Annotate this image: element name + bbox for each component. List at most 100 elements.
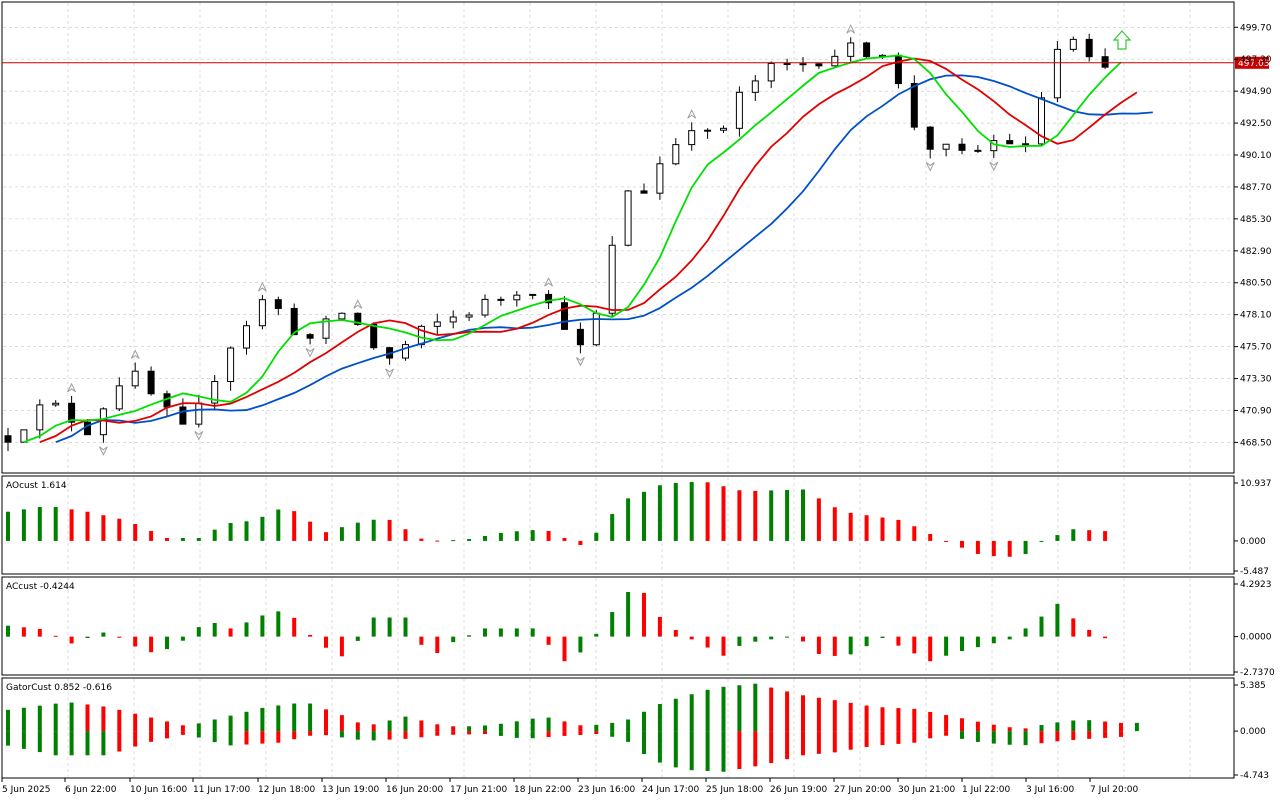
ac-bar xyxy=(483,628,487,637)
time-tick-label: 18 Jun 22:00 xyxy=(514,785,571,795)
time-axis: 5 Jun 2025 6 Jun 22:00 10 Jun 16:00 11 Jun … xyxy=(1,778,1139,795)
gator-upper-bar xyxy=(578,725,583,732)
gator-upper-bar xyxy=(85,704,90,732)
axis-tick-label: 0.000 xyxy=(1240,727,1266,737)
ao-bar xyxy=(292,511,297,541)
ao-bar xyxy=(196,538,201,541)
gator-lower-bar xyxy=(912,731,917,743)
ao-bar xyxy=(37,507,42,541)
ao-bar xyxy=(610,514,615,541)
ac-panel[interactable] xyxy=(1,576,1235,676)
gator-upper-bar xyxy=(562,721,567,732)
ao-histogram xyxy=(6,482,1108,557)
gator-upper-bar xyxy=(960,718,964,732)
gator-lower-bar xyxy=(928,731,933,739)
ao-bar xyxy=(546,530,551,541)
ac-bar xyxy=(37,628,42,637)
ao-bar xyxy=(578,540,583,546)
gator-title: GatorCust 0.852 -0.616 xyxy=(6,683,112,693)
ao-bar xyxy=(355,522,360,541)
candle-body xyxy=(545,293,553,304)
gator-lower-bar xyxy=(339,731,344,738)
axis-tick-label: 10.937 xyxy=(1240,479,1272,489)
ac-bar xyxy=(944,636,949,656)
ac-bar xyxy=(1087,629,1092,637)
fractal-down-icon xyxy=(925,162,935,172)
gator-upper-bar xyxy=(37,705,42,732)
candle-body xyxy=(624,190,632,246)
ac-bar xyxy=(610,612,615,637)
time-tick-label: 12 Jun 18:00 xyxy=(258,785,315,795)
ao-bar xyxy=(928,533,933,541)
gator-upper-bar xyxy=(610,722,615,732)
gator-upper-bar xyxy=(530,718,535,732)
gator-upper-bar xyxy=(308,703,313,732)
ac-bar xyxy=(816,636,821,654)
ao-bar xyxy=(1007,540,1012,557)
candle-body xyxy=(433,321,441,327)
candle-body xyxy=(608,244,616,314)
candle-body xyxy=(592,312,600,346)
gator-lower-bar xyxy=(498,731,503,736)
ao-bar xyxy=(308,521,313,541)
gator-upper-bar xyxy=(689,694,694,732)
ao-title: AOcust 1.614 xyxy=(6,481,67,491)
gator-upper-bar xyxy=(642,711,646,732)
ao-bar xyxy=(117,518,122,541)
candle-body xyxy=(481,298,489,316)
gator-lower-bar xyxy=(212,731,217,743)
ao-bar xyxy=(721,486,726,541)
gator-panel[interactable] xyxy=(1,677,1235,779)
gator-lower-bar xyxy=(308,731,313,736)
time-tick-label: 16 Jun 20:00 xyxy=(386,785,443,795)
candle-body xyxy=(1053,48,1061,99)
gator-lower-bar xyxy=(880,731,885,746)
ao-bar xyxy=(1023,540,1028,555)
gator-upper-bar xyxy=(944,715,949,732)
ac-bar xyxy=(244,622,249,637)
price-axis: 499.70 497.30 494.90 492.50 490.10 487.70 485.… xyxy=(1234,23,1272,448)
ao-bar xyxy=(769,490,774,541)
ao-bar xyxy=(944,540,949,542)
gator-upper-bar xyxy=(896,708,901,732)
ac-bar xyxy=(212,622,217,637)
fractal-down-icon xyxy=(194,431,204,441)
fractal-up-icon xyxy=(257,281,267,292)
gator-lower-bar xyxy=(419,731,424,738)
ac-bar xyxy=(864,636,869,647)
ao-bar xyxy=(848,512,853,541)
gator-lower-bar xyxy=(355,731,360,740)
ao-bar xyxy=(180,538,185,541)
gator-upper-bar xyxy=(451,726,456,732)
gator-upper-bar xyxy=(149,717,154,732)
time-tick-label: 11 Jun 17:00 xyxy=(193,785,250,795)
gator-lower-bar xyxy=(944,731,949,736)
candle-body xyxy=(338,312,346,320)
ao-bar xyxy=(896,519,901,541)
candle-body xyxy=(211,381,219,404)
gator-lower-bar xyxy=(1039,731,1044,744)
ao-bar xyxy=(673,482,678,541)
ac-bar xyxy=(832,636,837,656)
ao-bar xyxy=(801,489,805,541)
ao-bar xyxy=(467,538,472,541)
gator-lower-bar xyxy=(626,731,631,742)
fractal-up-icon xyxy=(544,277,554,287)
ac-bar xyxy=(896,636,901,646)
ac-bar xyxy=(228,628,233,637)
ao-bar xyxy=(21,509,26,541)
gator-upper-bar xyxy=(1119,722,1123,732)
ao-panel[interactable] xyxy=(1,475,1235,575)
ao-bar xyxy=(1039,540,1044,542)
grid-lines xyxy=(3,3,1233,777)
ao-bar xyxy=(626,498,631,541)
candle-body xyxy=(290,307,298,336)
ac-bar xyxy=(689,636,694,640)
gator-upper-bar xyxy=(355,722,360,732)
main-panel[interactable] xyxy=(1,1,1235,474)
candle-body xyxy=(735,91,743,129)
gator-upper-bar xyxy=(991,724,996,732)
gator-lower-bar xyxy=(1023,731,1028,746)
ao-bar xyxy=(1055,535,1060,541)
